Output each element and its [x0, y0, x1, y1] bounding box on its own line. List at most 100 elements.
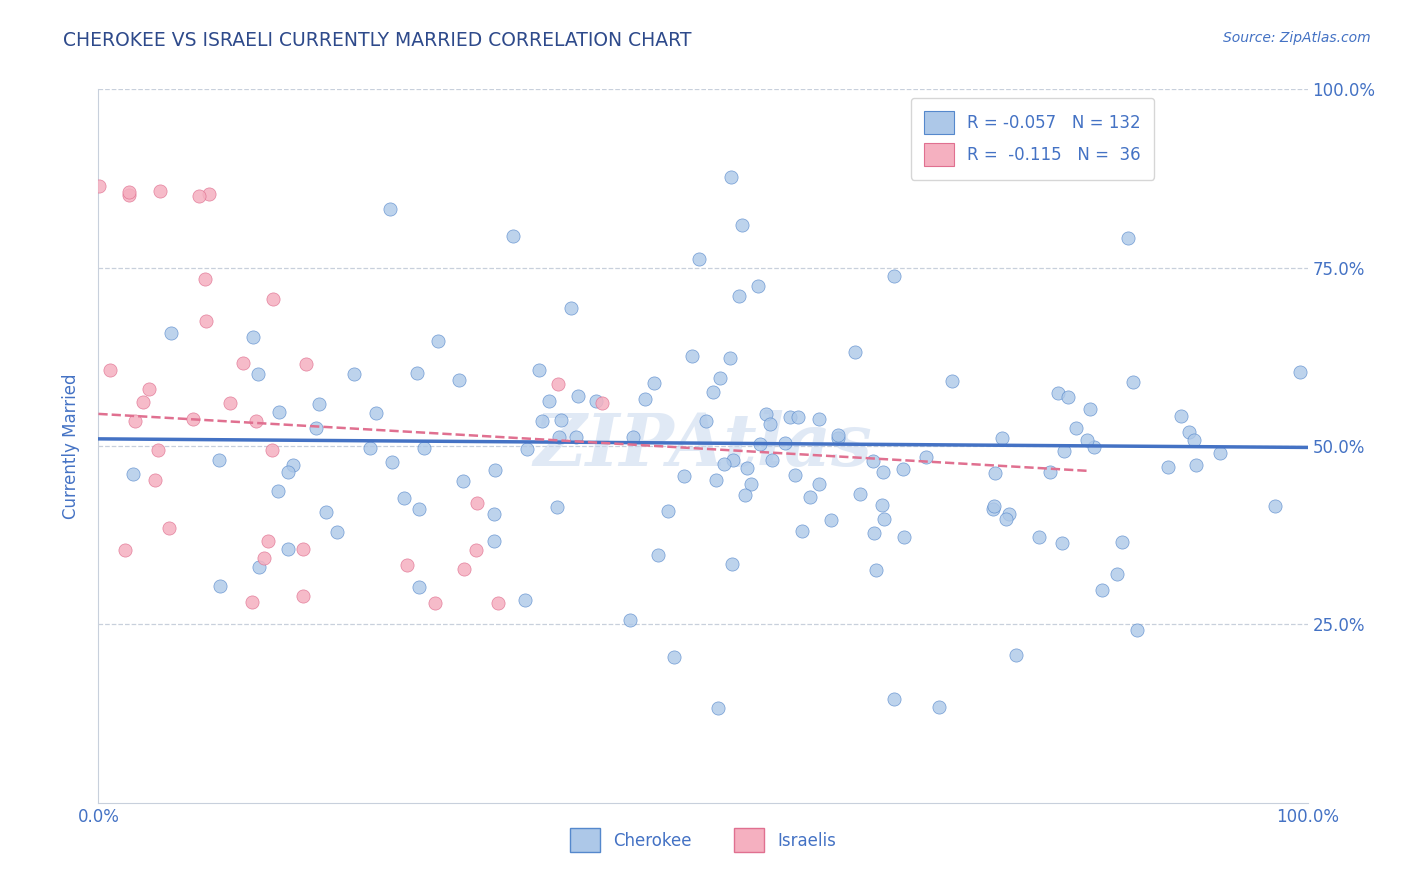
Point	[277, 465, 299, 479]
Point	[681, 349, 703, 363]
Point	[267, 405, 290, 419]
Point	[808, 476, 831, 491]
Point	[872, 512, 894, 526]
Point	[513, 593, 536, 607]
Point	[253, 551, 276, 566]
Point	[1083, 441, 1105, 455]
Point	[634, 392, 657, 407]
Point	[181, 412, 204, 426]
Point	[779, 409, 801, 424]
Point	[467, 495, 489, 509]
Point	[484, 462, 506, 476]
Point	[218, 395, 240, 409]
Point	[657, 504, 679, 518]
Legend: Cherokee, Israelis: Cherokee, Israelis	[564, 822, 842, 859]
Point	[308, 397, 330, 411]
Point	[994, 512, 1017, 526]
Point	[451, 474, 474, 488]
Point	[138, 383, 160, 397]
Point	[194, 272, 217, 286]
Point	[232, 356, 254, 370]
Point	[1126, 624, 1149, 638]
Point	[1053, 444, 1076, 458]
Point	[98, 363, 121, 377]
Point	[547, 377, 569, 392]
Point	[1209, 446, 1232, 460]
Point	[1182, 434, 1205, 448]
Point	[262, 292, 284, 306]
Point	[188, 189, 211, 203]
Point	[713, 457, 735, 471]
Point	[1157, 459, 1180, 474]
Point	[157, 521, 180, 535]
Point	[209, 580, 232, 594]
Point	[718, 351, 741, 365]
Point	[325, 525, 347, 540]
Point	[773, 436, 796, 450]
Point	[827, 427, 849, 442]
Point	[530, 414, 553, 428]
Point	[294, 357, 316, 371]
Point	[585, 394, 607, 409]
Point	[148, 442, 170, 457]
Point	[247, 560, 270, 574]
Point	[1047, 386, 1070, 401]
Point	[849, 487, 872, 501]
Point	[883, 269, 905, 284]
Point	[695, 414, 717, 428]
Point	[567, 389, 589, 403]
Point	[731, 218, 754, 232]
Point	[502, 228, 524, 243]
Point	[305, 420, 328, 434]
Point	[482, 508, 505, 522]
Y-axis label: Currently Married: Currently Married	[62, 373, 80, 519]
Point	[550, 413, 572, 427]
Point	[548, 430, 571, 444]
Point	[1057, 390, 1080, 404]
Point	[688, 252, 710, 266]
Point	[1107, 566, 1129, 581]
Point	[406, 366, 429, 380]
Point	[291, 541, 314, 556]
Point	[1091, 582, 1114, 597]
Point	[1076, 434, 1098, 448]
Point	[662, 650, 685, 665]
Point	[619, 613, 641, 627]
Point	[262, 442, 284, 457]
Point	[844, 345, 866, 359]
Point	[87, 178, 110, 193]
Point	[1028, 530, 1050, 544]
Point	[423, 596, 446, 610]
Point	[246, 367, 269, 381]
Point	[727, 289, 749, 303]
Point	[292, 589, 315, 603]
Point	[359, 441, 381, 455]
Point	[208, 453, 231, 467]
Point	[118, 187, 141, 202]
Point	[1078, 401, 1101, 416]
Point	[1116, 230, 1139, 244]
Point	[706, 700, 728, 714]
Point	[914, 450, 936, 464]
Point	[883, 691, 905, 706]
Point	[267, 483, 290, 498]
Point	[560, 301, 582, 315]
Point	[149, 184, 172, 198]
Point	[381, 455, 404, 469]
Point	[1066, 421, 1088, 435]
Point	[516, 442, 538, 456]
Point	[863, 525, 886, 540]
Point	[755, 407, 778, 421]
Point	[378, 202, 401, 217]
Point	[486, 596, 509, 610]
Point	[1289, 365, 1312, 379]
Point	[758, 417, 780, 431]
Point	[366, 406, 388, 420]
Point	[1111, 535, 1133, 549]
Point	[983, 467, 1005, 481]
Text: ZIPAtlas: ZIPAtlas	[534, 410, 872, 482]
Point	[928, 700, 950, 714]
Point	[408, 580, 430, 594]
Point	[647, 549, 669, 563]
Point	[256, 534, 278, 549]
